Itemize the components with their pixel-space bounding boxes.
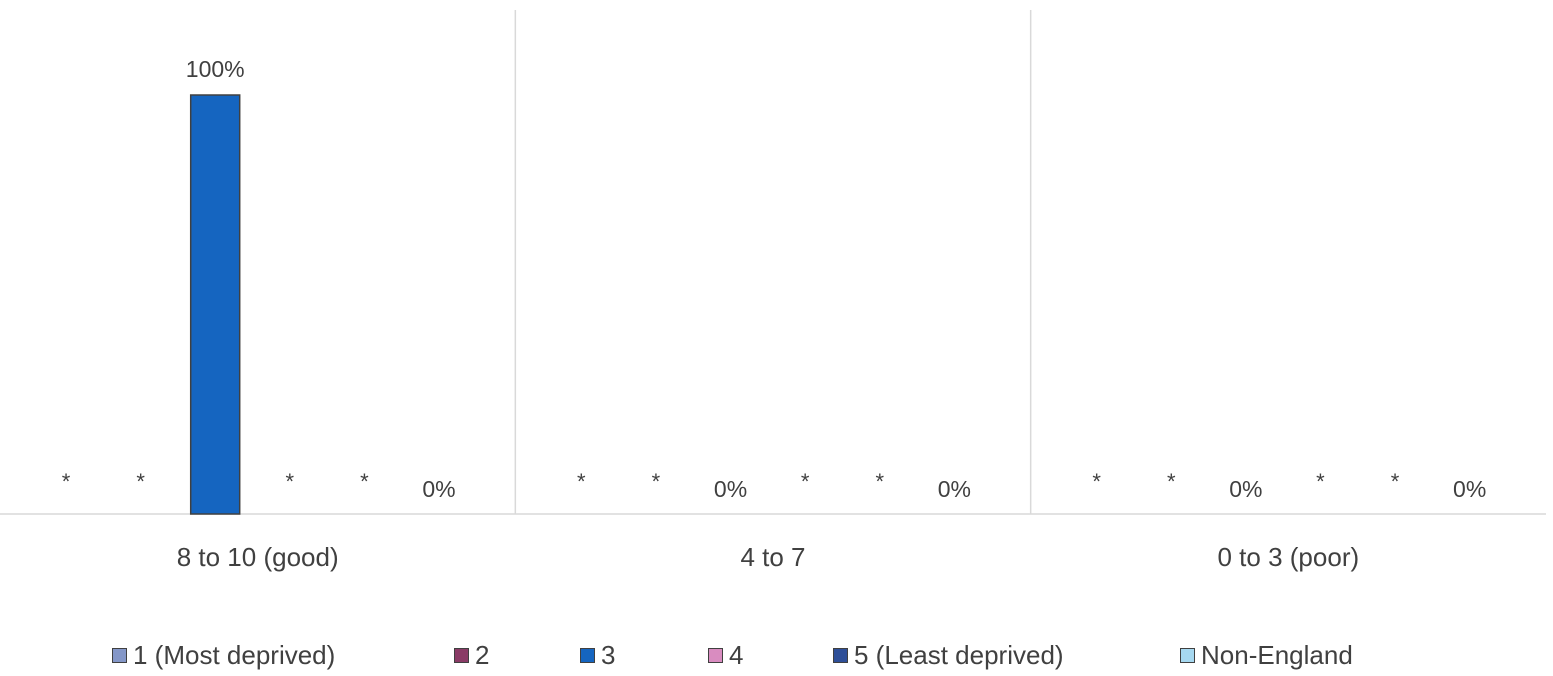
chart-category-labels: 8 to 10 (good) 4 to 7 0 to 3 (poor) bbox=[177, 542, 1359, 572]
category-label: 0 to 3 (poor) bbox=[1218, 542, 1360, 572]
data-label: * bbox=[360, 469, 369, 494]
legend-swatch bbox=[112, 648, 127, 663]
data-label: * bbox=[875, 469, 884, 494]
data-label: * bbox=[577, 469, 586, 494]
legend-item: 3 bbox=[580, 640, 615, 671]
category-label: 4 to 7 bbox=[740, 542, 805, 572]
data-label: 0% bbox=[422, 476, 455, 502]
category-label: 8 to 10 (good) bbox=[177, 542, 339, 572]
legend-swatch bbox=[454, 648, 469, 663]
legend-label: 1 (Most deprived) bbox=[133, 640, 336, 670]
data-label: * bbox=[1391, 469, 1400, 494]
legend-label: 3 bbox=[601, 640, 616, 670]
legend-item: 4 bbox=[708, 640, 743, 671]
legend-swatch bbox=[833, 648, 848, 663]
data-label: * bbox=[801, 469, 810, 494]
chart-legend: 1 (Most deprived) 2 3 4 5 (Least deprived) No… bbox=[0, 640, 1553, 676]
legend-swatch bbox=[1180, 648, 1195, 663]
chart-data-labels: * * 100% * * 0% * * 0% * * 0% * * 0% * * 0% bbox=[62, 56, 1487, 502]
data-label: 0% bbox=[714, 476, 747, 502]
bar bbox=[189, 94, 241, 515]
chart-bars bbox=[189, 94, 241, 515]
data-label: * bbox=[1092, 469, 1101, 494]
data-label: * bbox=[136, 469, 145, 494]
legend-item: 2 bbox=[454, 640, 489, 671]
data-label: 0% bbox=[1229, 476, 1262, 502]
legend-label: 4 bbox=[729, 640, 744, 670]
legend-swatch bbox=[708, 648, 723, 663]
data-label: * bbox=[1316, 469, 1325, 494]
legend-label: 2 bbox=[475, 640, 490, 670]
legend-label: Non-England bbox=[1201, 640, 1353, 670]
legend-item: 1 (Most deprived) bbox=[112, 640, 335, 671]
legend-item: Non-England bbox=[1180, 640, 1353, 671]
chart-axes bbox=[0, 10, 1546, 515]
data-label: 100% bbox=[186, 56, 245, 82]
data-label: * bbox=[1167, 469, 1176, 494]
data-label: * bbox=[652, 469, 661, 494]
data-label: * bbox=[286, 469, 295, 494]
legend-label: 5 (Least deprived) bbox=[854, 640, 1064, 670]
legend-swatch bbox=[580, 648, 595, 663]
legend-item: 5 (Least deprived) bbox=[833, 640, 1064, 671]
data-label: * bbox=[62, 469, 71, 494]
data-label: 0% bbox=[938, 476, 971, 502]
data-label: 0% bbox=[1453, 476, 1486, 502]
